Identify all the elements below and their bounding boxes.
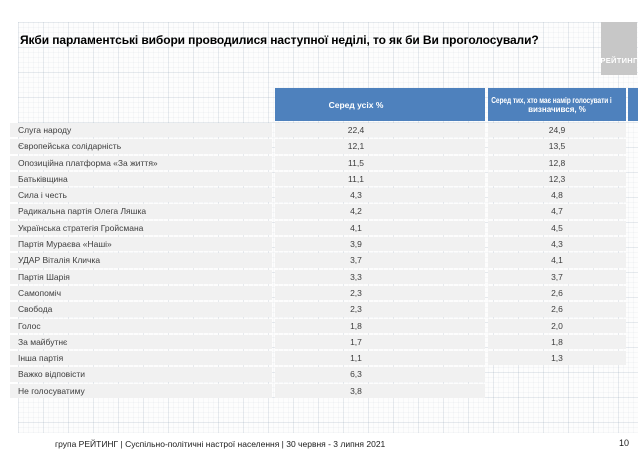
table-row: Важко відповісти 6,3	[10, 367, 638, 382]
party-name-cell: Голос	[10, 318, 272, 333]
column-header-cutoff-sliver	[628, 88, 638, 121]
party-name-cell: Самопоміч	[10, 285, 272, 301]
party-name-cell: Не голосуватиму	[10, 383, 272, 399]
table-body: Слуга народу 22,4 24,9 Європейська солідарн…	[10, 123, 638, 399]
value-among-decided-cell: 2,0	[488, 318, 626, 333]
value-among-all-cell: 6,3	[275, 367, 485, 382]
rating-group-logo: РЕЙТИНГ	[600, 22, 638, 75]
party-name-cell: Батьківщина	[10, 171, 272, 187]
party-name-cell: Партія Мураєва «Наші»	[10, 237, 272, 252]
value-among-all-cell: 1,8	[275, 318, 485, 333]
value-among-decided-cell: 12,8	[488, 155, 626, 170]
column-header-decided-line1: Серед тих, хто має намір голосувати і	[491, 95, 612, 105]
value-among-decided-cell: 4,7	[488, 204, 626, 219]
table-row: Слуга народу 22,4 24,9	[10, 123, 638, 138]
party-name-cell: Інша партія	[10, 351, 272, 366]
table-row: Європейська солідарність 12,1 13,5	[10, 139, 638, 154]
party-name-cell: Опозиційна платформа «За життя»	[10, 155, 272, 170]
table-row: Голос 1,8 2,0	[10, 318, 638, 333]
table-row: Свобода 2,3 2,6	[10, 302, 638, 317]
table-row: Не голосуватиму 3,8	[10, 383, 638, 399]
poll-results-table: Серед усіх % Серед тих, хто має намір го…	[10, 88, 638, 400]
party-name-cell: Українська стратегія Гройсмана	[10, 220, 272, 236]
value-among-decided-cell: 2,6	[488, 302, 626, 317]
value-among-decided-cell: 4,1	[488, 253, 626, 268]
value-among-decided-cell: 2,6	[488, 285, 626, 301]
table-row: Самопоміч 2,3 2,6	[10, 285, 638, 301]
column-header-among-all: Серед усіх %	[275, 88, 485, 121]
table-row: Опозиційна платформа «За життя» 11,5 12,8	[10, 155, 638, 170]
value-among-decided-cell: 4,5	[488, 220, 626, 236]
table-row: Сила і честь 4,3 4,8	[10, 188, 638, 203]
value-among-all-cell: 2,3	[275, 285, 485, 301]
value-among-all-cell: 11,1	[275, 171, 485, 187]
table-row: Українська стратегія Гройсмана 4,1 4,5	[10, 220, 638, 236]
value-among-decided-cell: 1,8	[488, 334, 626, 350]
party-name-cell: Слуга народу	[10, 123, 272, 138]
party-name-cell: Сила і честь	[10, 188, 272, 203]
value-among-decided-cell: 3,7	[488, 269, 626, 284]
table-row: Партія Шарія 3,3 3,7	[10, 269, 638, 284]
column-header-among-decided: Серед тих, хто має намір голосувати і ви…	[488, 88, 626, 121]
value-among-all-cell: 1,1	[275, 351, 485, 366]
value-among-all-cell: 4,1	[275, 220, 485, 236]
value-among-all-cell: 4,2	[275, 204, 485, 219]
party-name-cell: УДАР Віталія Кличка	[10, 253, 272, 268]
footer-caption: група РЕЙТИНГ | Суспільно-політичні наст…	[55, 439, 386, 449]
value-among-all-cell: 22,4	[275, 123, 485, 138]
party-name-cell: Важко відповісти	[10, 367, 272, 382]
page-number: 10	[618, 438, 629, 448]
rating-logo-text: РЕЙТИНГ	[600, 56, 638, 65]
party-name-cell: Свобода	[10, 302, 272, 317]
party-name-cell: Партія Шарія	[10, 269, 272, 284]
value-among-all-cell: 3,8	[275, 383, 485, 399]
party-name-cell: За майбутнє	[10, 334, 272, 350]
value-among-all-cell: 11,5	[275, 155, 485, 170]
table-row: Партія Мураєва «Наші» 3,9 4,3	[10, 237, 638, 252]
page-title: Якби парламентські вибори проводилися на…	[20, 33, 539, 47]
party-name-cell: Європейська солідарність	[10, 139, 272, 154]
table-header-row: Серед усіх % Серед тих, хто має намір го…	[10, 88, 638, 121]
value-among-decided-cell: 4,8	[488, 188, 626, 203]
value-among-decided-cell: 1,3	[488, 351, 626, 366]
value-among-decided-cell: 12,3	[488, 171, 626, 187]
table-row: Батьківщина 11,1 12,3	[10, 171, 638, 187]
value-among-all-cell: 3,3	[275, 269, 485, 284]
party-name-cell: Радикальна партія Олега Ляшка	[10, 204, 272, 219]
column-header-decided-line2: визначився, %	[528, 104, 586, 114]
value-among-decided-cell: 13,5	[488, 139, 626, 154]
value-among-all-cell: 12,1	[275, 139, 485, 154]
value-among-all-cell: 3,7	[275, 253, 485, 268]
value-among-decided-cell: 4,3	[488, 237, 626, 252]
value-among-all-cell: 4,3	[275, 188, 485, 203]
table-row: Радикальна партія Олега Ляшка 4,2 4,7	[10, 204, 638, 219]
table-row: УДАР Віталія Кличка 3,7 4,1	[10, 253, 638, 268]
value-among-decided-cell: 24,9	[488, 123, 626, 138]
value-among-all-cell: 3,9	[275, 237, 485, 252]
value-among-all-cell: 1,7	[275, 334, 485, 350]
value-among-all-cell: 2,3	[275, 302, 485, 317]
table-row: За майбутнє 1,7 1,8	[10, 334, 638, 350]
table-row: Інша партія 1,1 1,3	[10, 351, 638, 366]
header-spacer	[10, 88, 275, 121]
